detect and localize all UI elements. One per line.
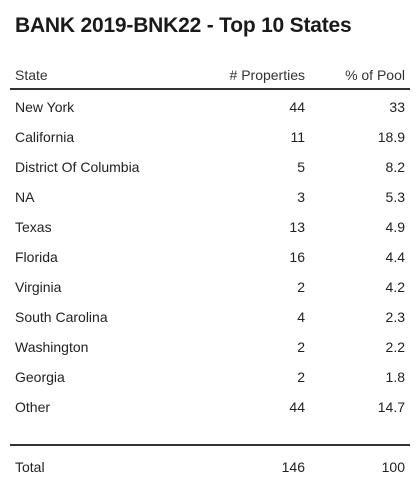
cell-properties: 16 [289,249,305,265]
table-row: Virginia 2 4.2 [10,272,410,302]
cell-state: Other [15,399,51,415]
cell-pool: 5.3 [385,189,405,205]
table-body: New York 44 33 California 11 18.9 District Of … [10,90,410,422]
cell-properties: 2 [297,279,305,295]
total-pool: 100 [381,459,405,475]
cell-pool: 4.9 [385,219,405,235]
table-header-row: State # Properties % of Pool [10,60,410,90]
table-row: New York 44 33 [10,92,410,122]
states-table: State # Properties % of Pool New York 44 3… [10,60,410,422]
cell-pool: 8.2 [385,159,405,175]
table-row: NA 3 5.3 [10,182,410,212]
cell-state: Washington [15,339,89,355]
table-row: Washington 2 2.2 [10,332,410,362]
cell-properties: 2 [297,339,305,355]
cell-pool: 2.3 [385,309,405,325]
table-row: District Of Columbia 5 8.2 [10,152,410,182]
cell-properties: 44 [289,99,305,115]
table-row: Other 44 14.7 [10,392,410,422]
table-row: Florida 16 4.4 [10,242,410,272]
cell-pool: 33 [389,99,405,115]
total-divider [10,444,410,446]
cell-properties: 13 [289,219,305,235]
cell-pool: 4.4 [385,249,405,265]
cell-pool: 2.2 [385,339,405,355]
table-row: South Carolina 4 2.3 [10,302,410,332]
table-row: Texas 13 4.9 [10,212,410,242]
cell-state: NA [15,189,35,205]
cell-state: New York [15,99,75,115]
cell-pool: 14.7 [377,399,405,415]
table-row: California 11 18.9 [10,122,410,152]
cell-state: Florida [15,249,58,265]
cell-pool: 4.2 [385,279,405,295]
total-label: Total [15,459,45,475]
column-header-properties: # Properties [229,67,305,83]
cell-state: South Carolina [15,309,108,325]
cell-properties: 5 [297,159,305,175]
page-title: BANK 2019-BNK22 - Top 10 States [15,14,352,37]
cell-properties: 44 [289,399,305,415]
column-header-pool: % of Pool [345,67,405,83]
cell-pool: 1.8 [385,369,405,385]
cell-state: Texas [15,219,52,235]
total-properties: 146 [281,459,305,475]
cell-state: District Of Columbia [15,159,140,175]
column-header-state: State [15,67,48,83]
cell-properties: 4 [297,309,305,325]
cell-state: Virginia [15,279,62,295]
cell-properties: 11 [290,129,305,145]
cell-properties: 2 [297,369,305,385]
cell-properties: 3 [297,189,305,205]
cell-state: Georgia [15,369,65,385]
cell-pool: 18.9 [377,129,405,145]
table-row: Georgia 2 1.8 [10,362,410,392]
cell-state: California [15,129,75,145]
total-row: Total 146 100 [10,452,410,482]
